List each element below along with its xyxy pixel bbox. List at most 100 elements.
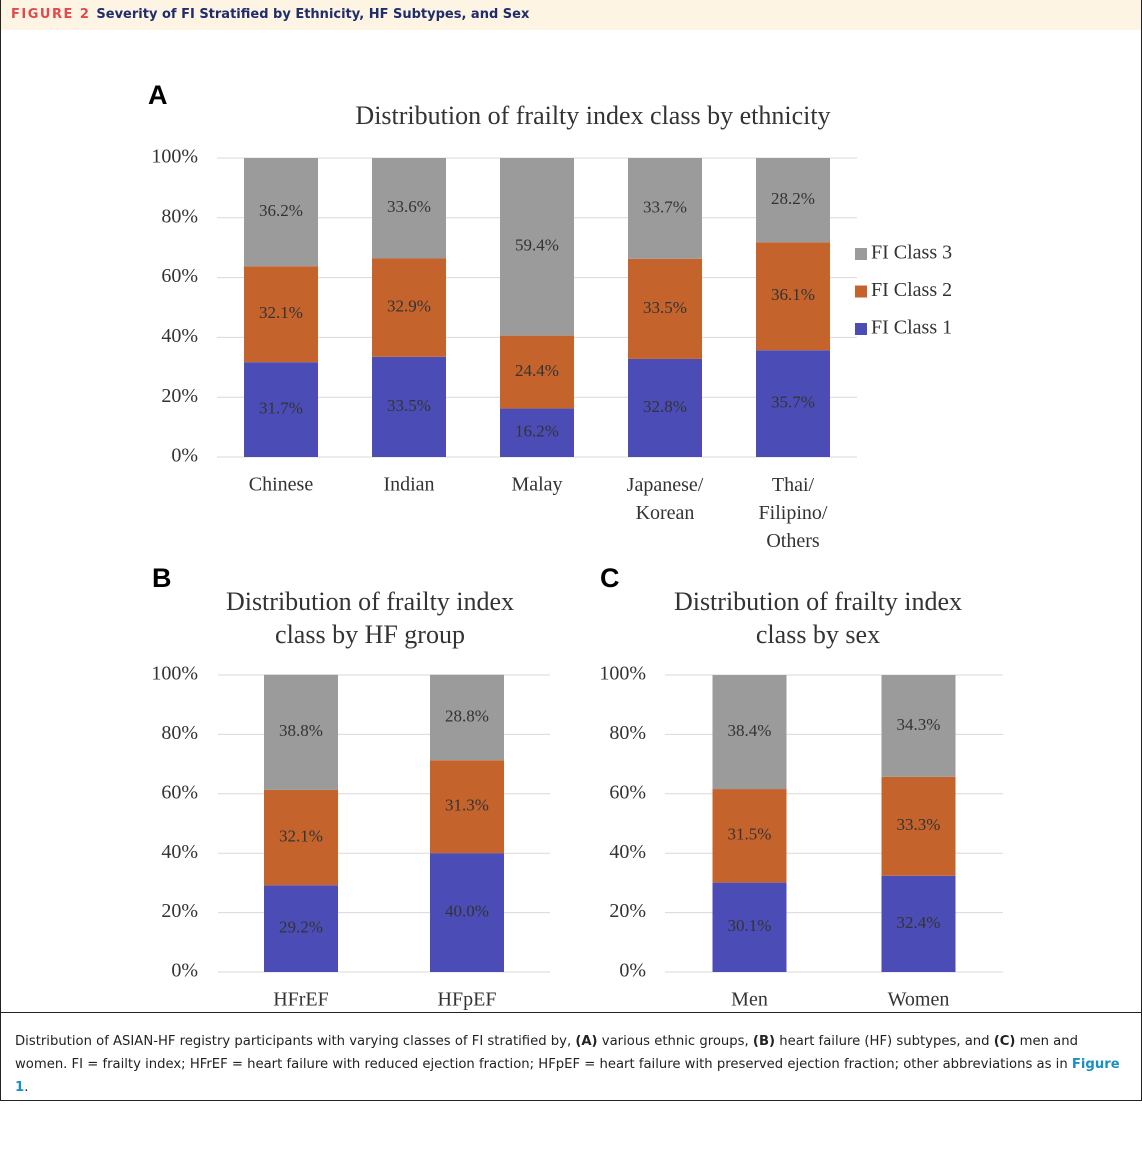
value-label: 16.2% [515,422,559,441]
legend-label: FI Class 2 [871,279,952,301]
value-label: 31.5% [728,825,772,844]
bar-segment [244,158,318,267]
bar-segment [264,789,338,886]
legend-swatch [855,323,867,335]
y-tick-label: 100% [151,146,198,168]
value-label: 32.9% [387,297,431,316]
figure-header: FIGURE 2 Severity of FI Stratified by Eth… [1,0,1141,30]
x-tick-label: Indian [383,474,434,496]
figure-title: Severity of FI Stratified by Ethnicity, … [96,7,530,22]
bar-segment [712,789,787,883]
y-tick-label: 40% [609,841,646,863]
value-label: 32.1% [279,827,323,846]
y-tick-label: 20% [609,900,646,922]
value-label: 28.8% [445,706,489,725]
value-label: 32.4% [897,913,941,932]
y-tick-label: 80% [161,722,198,744]
value-label: 33.3% [897,815,941,834]
y-tick-label: 0% [171,960,198,982]
bar-segment [712,675,787,790]
bar-segment [756,242,830,351]
x-tick-label: Japanese/Korean [627,474,704,524]
value-label: 33.5% [387,396,431,415]
caption-text: heart failure (HF) subtypes, and [775,1034,994,1049]
bar-segment [628,358,702,457]
panel-letter: A [148,80,168,110]
bar-segment [430,853,504,972]
value-label: 40.0% [445,902,489,921]
x-tick-label: Chinese [249,474,314,496]
chart-title: Distribution of frailty index class by se… [674,587,962,649]
legend-label: FI Class 3 [871,242,952,264]
value-label: 33.6% [387,197,431,216]
caption-link[interactable]: Figure 1 [15,1057,1120,1095]
value-label: 38.4% [728,721,772,740]
bar-segment [264,674,338,790]
y-tick-label: 60% [161,781,198,803]
caption-text: various ethnic groups, [597,1034,753,1049]
bar-segment [372,356,446,457]
value-label: 31.3% [445,796,489,815]
value-label: 33.7% [643,197,687,216]
bar-segment [756,158,830,243]
value-label: 28.2% [771,189,815,208]
bar-segment [756,350,830,457]
y-tick-label: 60% [161,265,198,287]
chart-title: Distribution of frailty index class by HF… [226,587,514,649]
caption-text: men and women. FI = frailty index; HFrEF… [15,1034,1078,1072]
chart-title: Distribution of frailty index class by e… [355,101,830,130]
bar-segment [430,674,504,761]
bar-segment [881,875,956,972]
bar-segment [372,258,446,357]
panel-letter: B [152,563,172,593]
caption-text: . [24,1080,29,1095]
bar-segment [372,158,446,259]
caption-text: Distribution of ASIAN-HF registry partic… [15,1034,576,1049]
legend-label: FI Class 1 [871,317,952,339]
x-tick-label: HFrEF [273,989,329,1011]
bar-segment [628,258,702,359]
x-tick-label: Malay [511,474,562,496]
caption-bold: (B) [752,1034,776,1049]
value-label: 35.7% [771,393,815,412]
x-tick-label: Thai/Filipino/Others [759,474,828,552]
value-label: 38.8% [279,721,323,740]
bar-segment [430,760,504,854]
y-tick-label: 40% [161,841,198,863]
y-tick-label: 0% [171,445,198,467]
y-tick-label: 40% [161,325,198,347]
x-tick-label: HFpEF [438,989,497,1011]
value-label: 32.8% [643,397,687,416]
value-label: 24.4% [515,361,559,380]
panel-letter: C [600,563,620,593]
y-tick-label: 0% [619,960,646,982]
legend-swatch [855,248,867,260]
value-label: 30.1% [728,916,772,935]
value-label: 34.3% [897,715,941,734]
bar-segment [264,885,338,972]
y-tick-label: 20% [161,900,198,922]
y-tick-label: 100% [151,663,198,685]
bar-segment [500,408,574,457]
charts: A Distribution of frailty index class by … [148,80,1003,1011]
value-label: 32.1% [259,303,303,322]
figure-label: FIGURE 2 [11,7,91,22]
bar-segment [244,266,318,363]
bar-segment [881,776,956,876]
value-label: 33.5% [643,298,687,317]
x-tick-label: Men [731,989,768,1011]
value-label: 36.2% [259,201,303,220]
bar-segment [500,335,574,409]
bar-segment [628,158,702,259]
bar-segment [881,675,956,777]
value-label: 31.7% [259,399,303,418]
caption-bold: (A) [575,1034,598,1049]
caption-bold: (C) [993,1034,1016,1049]
y-tick-label: 20% [161,385,198,407]
y-tick-label: 60% [609,781,646,803]
value-label: 29.2% [279,918,323,937]
y-tick-label: 80% [161,205,198,227]
value-label: 59.4% [515,236,559,255]
bar-segment [712,882,787,972]
